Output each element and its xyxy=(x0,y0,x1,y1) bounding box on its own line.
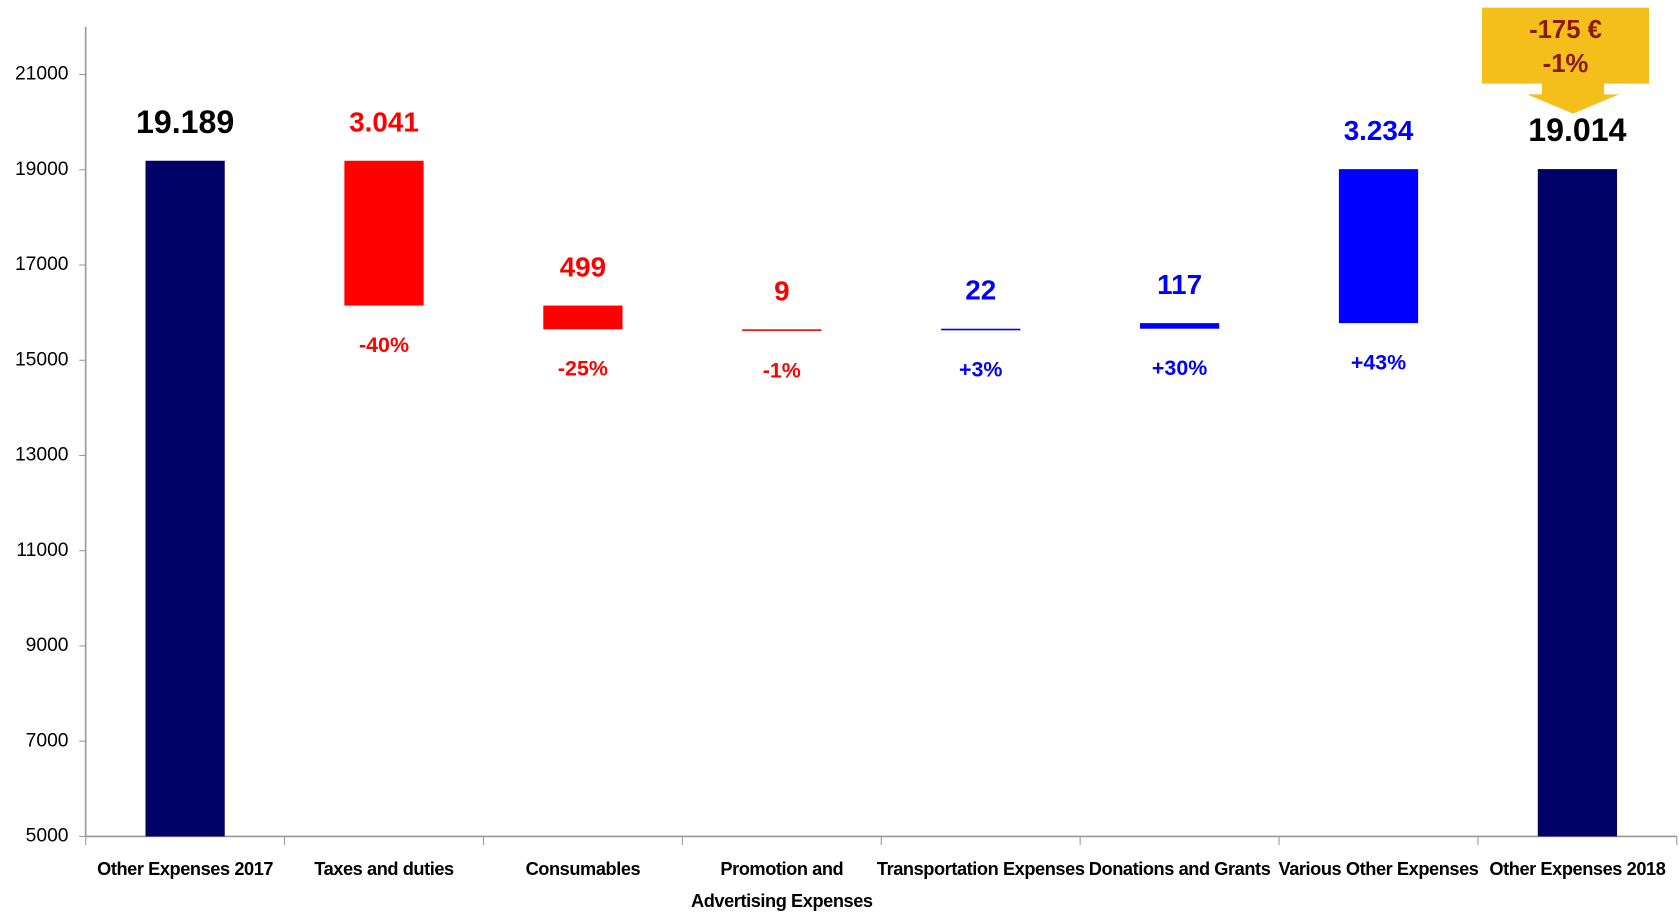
x-tick-label-box: Transportation Expenses xyxy=(876,858,1085,880)
value-label: 19.014 xyxy=(1528,112,1626,148)
bar xyxy=(742,329,822,331)
change-label: -1% xyxy=(763,358,801,382)
change-label: +43% xyxy=(1351,350,1406,374)
x-tick-label: Promotion and Advertising Expenses xyxy=(690,858,873,912)
bar xyxy=(145,160,225,837)
y-tick-label: 17000 xyxy=(15,254,69,275)
bar xyxy=(1139,323,1220,329)
value-label: 22 xyxy=(965,275,996,306)
x-tick-label: Other Expenses 2018 xyxy=(1489,858,1666,880)
bar xyxy=(1537,169,1618,837)
annotation: -1% xyxy=(1543,50,1589,78)
x-tick-label-box: Other Expenses 2017 xyxy=(97,858,274,880)
bar xyxy=(1338,169,1419,324)
change-label: +3% xyxy=(959,358,1002,382)
x-tick-label: Other Expenses 2017 xyxy=(97,858,274,880)
y-tick-label: 13000 xyxy=(15,445,69,466)
value-label: 499 xyxy=(560,252,606,283)
y-tick-label: 21000 xyxy=(15,64,69,85)
x-tick-label: Various Other Expenses xyxy=(1278,858,1479,880)
bar xyxy=(941,328,1021,331)
x-tick-label-box: Promotion and Advertising Expenses xyxy=(690,858,873,912)
value-label: 3.041 xyxy=(349,107,419,138)
x-tick-label-box: Donations and Grants xyxy=(1088,858,1271,880)
x-tick-label: Donations and Grants xyxy=(1088,858,1271,880)
x-tick-label-box: Consumables xyxy=(525,858,641,880)
x-tick-label-box: Various Other Expenses xyxy=(1278,858,1479,880)
bar xyxy=(344,160,424,306)
annotation: -175 € xyxy=(1529,16,1602,44)
callout: -175 € -1% xyxy=(1481,7,1650,114)
x-tick-label: Transportation Expenses xyxy=(876,858,1085,880)
x-tick-label: Taxes and duties xyxy=(314,858,454,880)
y-tick-label: 11000 xyxy=(16,540,68,561)
change-label: -40% xyxy=(359,333,409,357)
x-tick-label: Consumables xyxy=(525,858,641,880)
y-tick-label: 19000 xyxy=(15,159,69,180)
y-tick-label: 9000 xyxy=(26,635,69,656)
callout-box xyxy=(1481,7,1650,114)
value-label: 3.234 xyxy=(1344,115,1414,146)
value-label: 9 xyxy=(774,275,789,306)
bar xyxy=(543,305,623,330)
value-label: 117 xyxy=(1157,269,1202,300)
value-label: 19.189 xyxy=(136,104,234,140)
change-label: +30% xyxy=(1152,356,1207,380)
y-tick-label: 7000 xyxy=(26,730,69,751)
y-tick-label: 15000 xyxy=(15,349,69,370)
x-tick-label-box: Taxes and duties xyxy=(314,858,454,880)
x-tick-label-box: Other Expenses 2018 xyxy=(1489,858,1666,880)
y-tick-label: 5000 xyxy=(26,826,69,847)
change-label: -25% xyxy=(558,357,608,381)
